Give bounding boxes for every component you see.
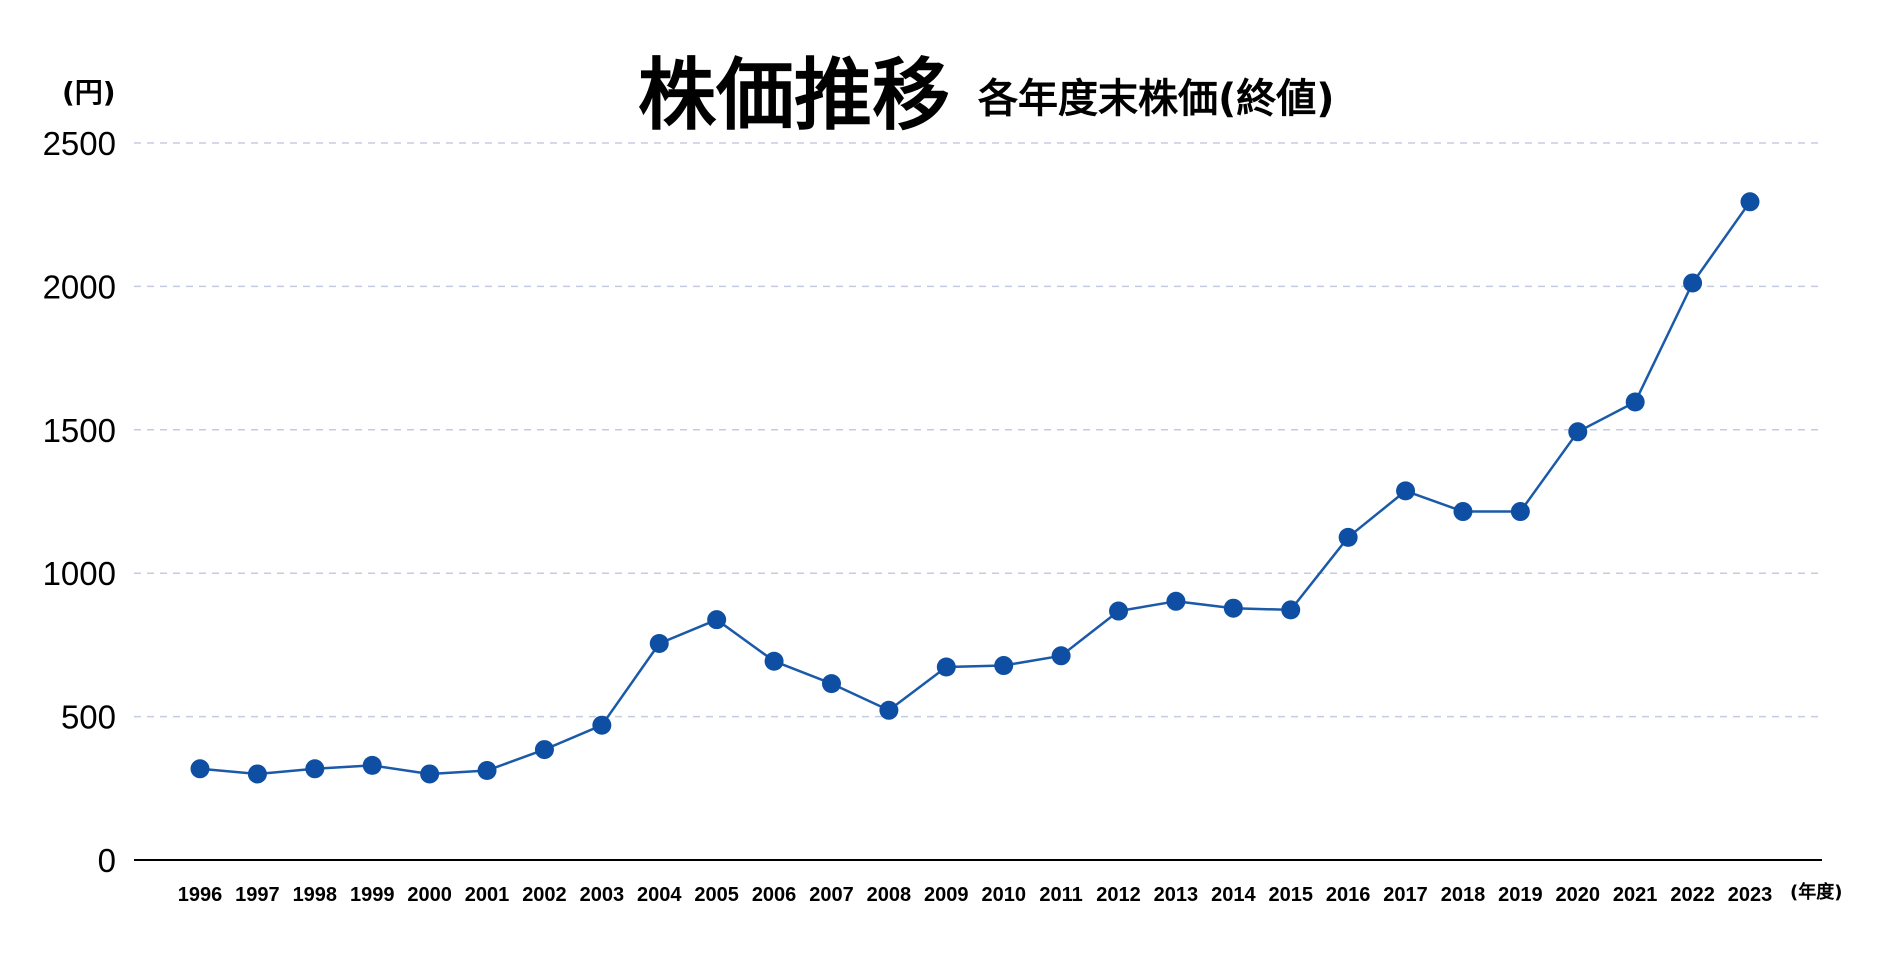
x-tick-label: 2006 — [752, 884, 797, 906]
x-tick-label: 2022 — [1670, 884, 1715, 906]
data-point — [1510, 502, 1530, 522]
x-tick-label: 2007 — [809, 884, 854, 906]
data-point — [477, 761, 497, 781]
x-tick-label: 2019 — [1498, 884, 1543, 906]
x-tick-label: 2004 — [637, 884, 682, 906]
data-point — [1338, 527, 1358, 547]
data-point — [1281, 600, 1301, 620]
data-point — [764, 651, 784, 671]
grid-lines — [134, 142, 1822, 718]
data-point — [936, 657, 956, 677]
x-tick-label: 2021 — [1613, 884, 1658, 906]
x-tick-label: 2010 — [981, 884, 1026, 906]
data-point — [879, 700, 899, 720]
data-point — [1051, 646, 1071, 666]
x-tick-label: 1999 — [350, 884, 395, 906]
data-point — [190, 759, 210, 779]
x-tick-label: 2001 — [465, 884, 510, 906]
y-tick-label: 2000 — [43, 268, 116, 305]
data-point — [362, 755, 382, 775]
x-tick-label: 2023 — [1728, 884, 1773, 906]
x-tick-label: 2000 — [407, 884, 452, 906]
y-tick-label: 0 — [98, 842, 116, 879]
x-tick-label: 2002 — [522, 884, 567, 906]
x-tick-label: 2009 — [924, 884, 969, 906]
data-point — [420, 764, 440, 784]
x-tick-label: 2003 — [580, 884, 625, 906]
y-tick-label: 1500 — [43, 412, 116, 449]
y-axis-unit-label: (円) — [62, 76, 116, 109]
x-tick-label: 2013 — [1154, 884, 1199, 906]
tick-labels: 0 500 1000 1500 2000 2500 1996 1997 1998 1999 2000… — [43, 125, 1773, 906]
x-tick-label: 2014 — [1211, 884, 1256, 906]
x-tick-label: 2016 — [1326, 884, 1371, 906]
price-series — [190, 192, 1760, 784]
y-tick-label: 1000 — [43, 555, 116, 592]
x-tick-label: 2018 — [1441, 884, 1486, 906]
data-point — [1166, 591, 1186, 611]
data-point — [707, 610, 727, 630]
data-point — [247, 764, 267, 784]
data-point — [1683, 273, 1703, 293]
x-axis-unit-label: (年度) — [1790, 881, 1842, 903]
x-tick-label: 2015 — [1268, 884, 1313, 906]
x-tick-label: 1998 — [293, 884, 338, 906]
data-point — [1453, 502, 1473, 522]
y-tick-label: 500 — [61, 699, 116, 736]
chart-title: 株価推移 — [638, 51, 950, 141]
x-tick-label: 2008 — [867, 884, 912, 906]
data-point — [534, 740, 554, 760]
x-tick-label: 2005 — [694, 884, 739, 906]
data-point — [1109, 601, 1129, 621]
data-point — [592, 715, 612, 735]
y-tick-label: 2500 — [43, 125, 116, 162]
x-tick-label: 1996 — [178, 884, 223, 906]
data-point — [305, 759, 325, 779]
data-point — [1396, 481, 1416, 501]
chart-subtitle: 各年度末株価(終値) — [978, 76, 1335, 122]
x-tick-label: 1997 — [235, 884, 280, 906]
data-point — [649, 633, 669, 653]
data-point — [1740, 192, 1760, 212]
data-point — [1223, 598, 1243, 618]
data-point — [1625, 392, 1645, 412]
data-point — [821, 674, 841, 694]
x-tick-label: 2011 — [1039, 884, 1082, 906]
x-tick-label: 2012 — [1096, 884, 1141, 906]
data-point — [994, 656, 1014, 676]
data-point — [1568, 422, 1588, 442]
series-line — [199, 201, 1752, 776]
x-tick-label: 2020 — [1556, 884, 1601, 906]
x-tick-label: 2017 — [1383, 884, 1428, 906]
